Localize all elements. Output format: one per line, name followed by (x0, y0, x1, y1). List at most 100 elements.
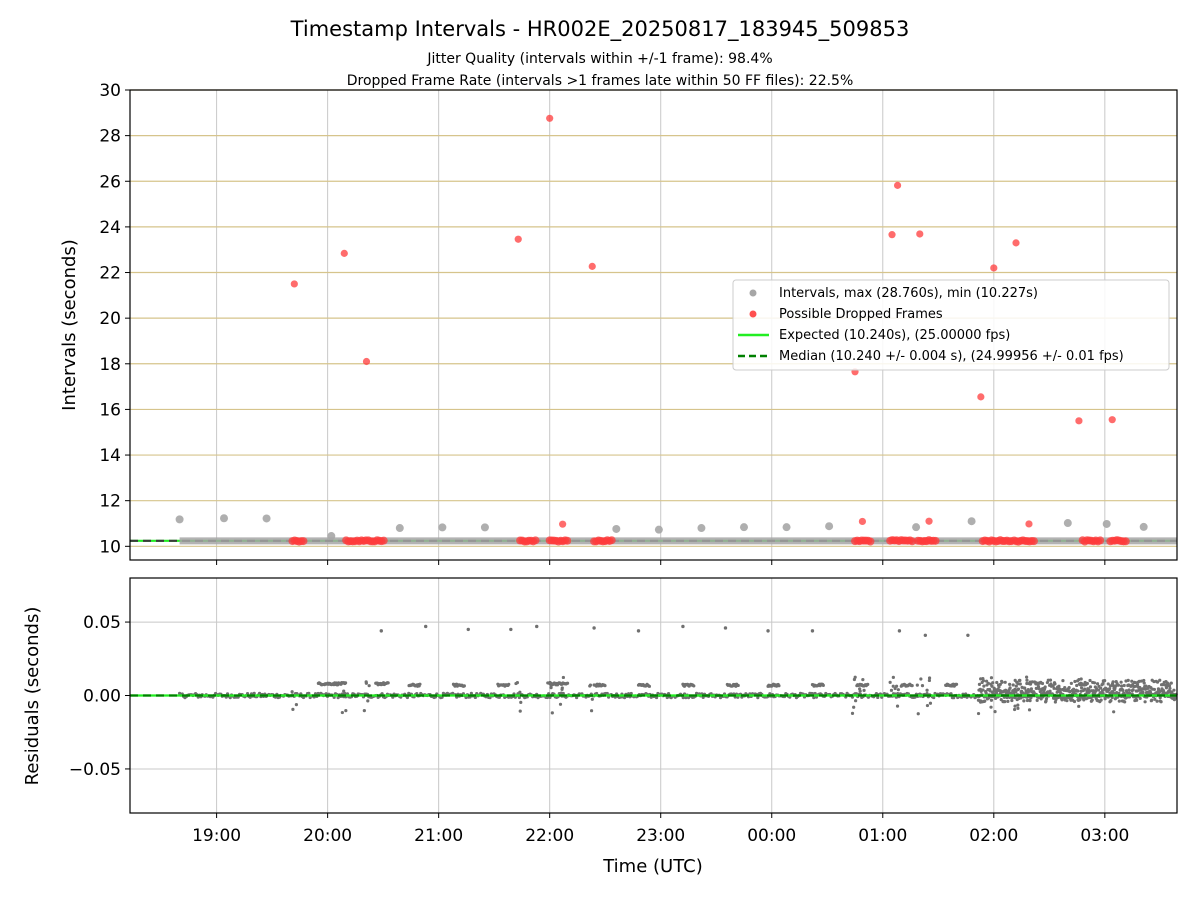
residual-point (1122, 691, 1126, 695)
residual-point (1103, 697, 1107, 701)
interval-point (480, 523, 489, 532)
residual-outlier-point (966, 633, 970, 637)
dropped-frame-point (977, 393, 985, 401)
dropped-frame-point (893, 181, 902, 189)
residual-outlier-point (379, 629, 383, 633)
residual-point (987, 696, 991, 700)
residual-point (1142, 681, 1146, 685)
residual-point (1048, 689, 1052, 693)
residual-point (1019, 696, 1023, 700)
residual-point (894, 684, 899, 688)
residual-point (666, 691, 671, 696)
residual-point (756, 696, 760, 700)
legend-label-expected: Expected (10.240s), (25.00000 fps) (779, 328, 1010, 343)
interval-point (327, 532, 336, 541)
legend: Intervals, max (28.760s), min (10.227s) … (732, 279, 1170, 371)
residual-point (932, 695, 936, 700)
intervals-y-tick-label: 30 (99, 81, 121, 101)
residual-point (462, 684, 466, 688)
residual-point (518, 690, 522, 694)
residual-point (364, 680, 368, 684)
residual-point (1083, 687, 1087, 691)
residual-point (1113, 686, 1117, 690)
dropped-frame-point (563, 536, 572, 545)
interval-point (739, 523, 748, 532)
residual-point (1075, 683, 1079, 688)
residual-point (1077, 704, 1081, 708)
residual-point (488, 695, 492, 700)
residual-point (1003, 700, 1007, 704)
residual-outlier-point (509, 627, 513, 632)
interval-point (612, 524, 621, 533)
residual-point (1067, 685, 1071, 690)
dropped-frame-point (858, 517, 867, 526)
residual-point (1011, 683, 1015, 687)
residual-point (1106, 682, 1110, 686)
residual-point (1122, 683, 1126, 688)
residual-point (1061, 679, 1065, 683)
residual-outlier-point (592, 626, 596, 630)
residual-point (1023, 686, 1027, 690)
dropped-frame-point (990, 264, 998, 272)
residual-point (1126, 678, 1130, 682)
residual-point (1111, 690, 1115, 695)
residual-point (343, 681, 348, 685)
residual-point (342, 689, 346, 693)
interval-point (175, 515, 184, 524)
residual-point (1086, 696, 1090, 700)
residual-point (1153, 697, 1157, 701)
residual-point (1158, 678, 1162, 682)
x-axis-label: Time (UTC) (602, 856, 703, 877)
residual-point (336, 695, 340, 700)
residual-point (862, 688, 866, 692)
residual-point (1006, 699, 1010, 703)
residual-point (307, 691, 311, 696)
residual-point (876, 695, 880, 700)
residual-point (1119, 684, 1124, 688)
intervals-y-tick-label: 28 (99, 127, 121, 147)
residual-point (1073, 679, 1077, 684)
residual-point (1025, 678, 1029, 682)
residual-point (893, 686, 897, 691)
residual-point (418, 682, 422, 686)
residual-point (647, 684, 651, 688)
residual-point (1088, 678, 1092, 683)
residual-point (1057, 684, 1061, 688)
residual-point (340, 710, 344, 715)
residual-point (1138, 696, 1142, 701)
residual-point (1143, 700, 1147, 704)
x-tick-label: 20:00 (303, 826, 352, 846)
residual-point (549, 686, 553, 690)
residual-point (622, 696, 627, 700)
residual-point (590, 697, 594, 701)
residual-point (993, 709, 997, 714)
residuals-ticks: 19:00 20:00 21:00 22:00 23:00 00:00 01:00 02:00… (69, 613, 1129, 846)
residual-point (1028, 680, 1032, 684)
residual-point (1167, 684, 1172, 688)
residual-point (891, 684, 895, 688)
residual-point (1025, 698, 1030, 703)
residual-point (1123, 700, 1127, 704)
residual-point (997, 685, 1001, 689)
residual-point (1096, 688, 1101, 692)
residual-point (821, 683, 825, 687)
residual-point (1169, 681, 1173, 685)
residual-point (920, 684, 925, 688)
residuals-y-tick-label: 0.00 (83, 687, 121, 707)
residual-point (1014, 684, 1018, 688)
dropped-frame-point (866, 537, 875, 546)
residual-point (989, 676, 994, 680)
residual-point (925, 688, 929, 692)
residual-point (976, 711, 981, 716)
residual-point (559, 691, 564, 695)
interval-point (220, 514, 229, 523)
intervals-y-tick-label: 24 (99, 218, 121, 238)
intervals-y-tick-label: 14 (99, 446, 121, 466)
dropped-frame-point (908, 537, 917, 546)
chart-subtitle-dropped: Dropped Frame Rate (intervals >1 frames … (347, 73, 854, 89)
residual-outlier-point (466, 627, 470, 632)
residual-point (1040, 681, 1045, 686)
residual-point (889, 688, 894, 692)
residual-point (1039, 697, 1043, 701)
residual-point (1075, 689, 1079, 693)
